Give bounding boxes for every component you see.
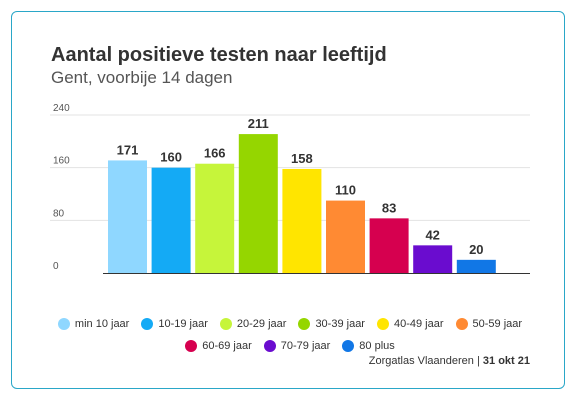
legend-label: 10-19 jaar	[158, 318, 208, 330]
legend-row: min 10 jaar 10-19 jaar 20-29 jaar 30-39 jaa…	[40, 313, 540, 335]
data-label: 20	[469, 242, 483, 257]
legend-item[interactable]: 30-39 jaar	[298, 318, 365, 330]
legend-item[interactable]: 70-79 jaar	[263, 340, 331, 352]
legend-swatch	[298, 318, 311, 330]
date-label: 31 okt 21	[482, 355, 530, 367]
bar	[413, 245, 453, 273]
legend-item[interactable]: 40-49 jaar	[376, 318, 444, 330]
legend-item[interactable]: 80 plus	[342, 340, 395, 352]
legend-label: 70-79 jaar	[280, 340, 331, 352]
data-label: 171	[117, 142, 139, 157]
y-tick-label: 240	[53, 103, 70, 114]
legend-swatch	[57, 318, 70, 330]
data-label: 158	[291, 151, 313, 166]
data-label: 160	[160, 150, 182, 165]
legend-swatch	[219, 318, 232, 330]
legend-label: 80 plus	[359, 340, 395, 352]
legend-label: min 10 jaar	[74, 318, 130, 330]
source-credit: Zorgatlas Vlaanderen | 31 okt 21	[368, 355, 530, 367]
y-tick-label: 0	[53, 261, 59, 272]
data-label: 42	[425, 227, 439, 242]
legend-swatch	[455, 318, 468, 330]
bar	[238, 134, 278, 273]
legend-item[interactable]: min 10 jaar	[57, 318, 130, 330]
bar	[108, 160, 147, 273]
bar	[151, 167, 191, 273]
bar	[326, 200, 365, 273]
bar	[369, 218, 409, 273]
legend-swatch	[141, 318, 154, 330]
legend-label: 20-29 jaar	[236, 318, 287, 330]
legend-item[interactable]: 10-19 jaar	[141, 318, 208, 330]
y-tick-label: 80	[53, 208, 65, 219]
data-label: 211	[248, 116, 269, 131]
legend-item[interactable]: 60-69 jaar	[185, 340, 252, 352]
legend-label: 30-39 jaar	[315, 318, 365, 330]
y-tick-label: 160	[53, 156, 70, 167]
legend-label: 40-49 jaar	[393, 318, 444, 330]
legend-label: 60-69 jaar	[202, 340, 252, 352]
legend-label: 50-59 jaar	[472, 318, 523, 330]
legend: min 10 jaar 10-19 jaar 20-29 jaar 30-39 jaa…	[40, 313, 540, 357]
data-label: 110	[335, 183, 356, 198]
data-label: 166	[204, 146, 226, 161]
legend-item[interactable]: 20-29 jaar	[219, 318, 287, 330]
bar	[282, 168, 322, 273]
source-name: Zorgatlas Vlaanderen	[368, 355, 474, 367]
chart-title: Aantal positieve testen naar leeftijd	[51, 44, 387, 66]
legend-swatch	[342, 340, 355, 352]
chart-subtitle: Gent, voorbije 14 dagen	[51, 68, 233, 87]
legend-swatch	[263, 340, 276, 352]
bar	[456, 259, 496, 273]
data-label: 83	[382, 200, 396, 215]
bar	[195, 163, 235, 273]
legend-swatch	[185, 340, 198, 352]
legend-row: 60-69 jaar 70-79 jaar 80 plus	[40, 335, 540, 357]
legend-swatch	[376, 318, 389, 330]
legend-item[interactable]: 50-59 jaar	[455, 318, 523, 330]
